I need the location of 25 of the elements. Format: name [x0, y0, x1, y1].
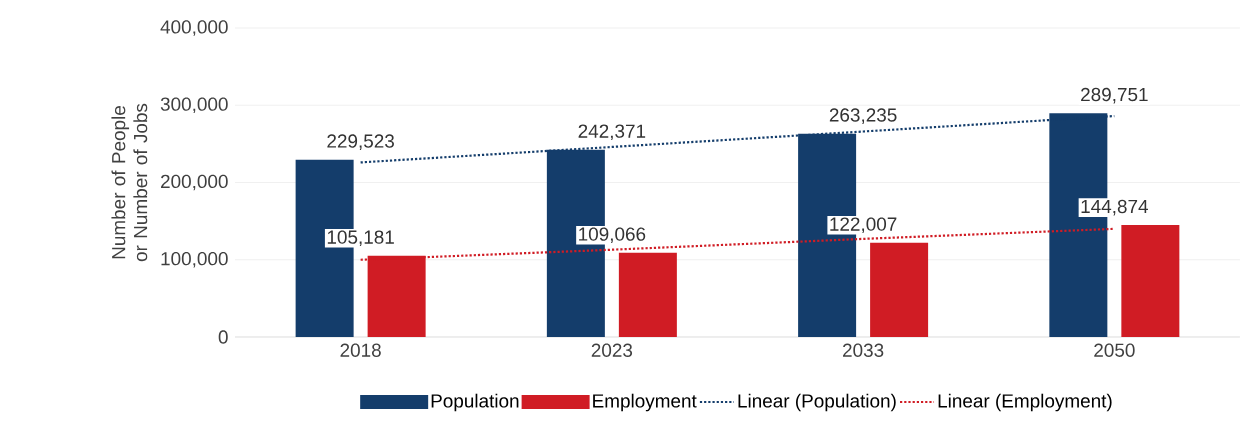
y-axis-title: Number of People or Number of Jobs [111, 103, 148, 262]
x-tick-label: 2018 [340, 343, 381, 357]
legend-label: Linear (Employment) [938, 393, 1112, 412]
data-label: 122,007 [830, 217, 897, 234]
x-tick-label: 2033 [843, 343, 884, 357]
data-label: 229,523 [327, 134, 394, 150]
bar [1121, 225, 1180, 337]
legend-label: Employment [593, 393, 697, 412]
data-label: 289,751 [1081, 87, 1148, 104]
data-label: 144,874 [1081, 199, 1148, 216]
y-tick-label: 300,000 [160, 97, 228, 114]
legend-label: Population [431, 393, 519, 412]
y-tick-label: 400,000 [160, 20, 228, 36]
x-tick-label: 2023 [591, 343, 633, 357]
data-label: 105,181 [327, 230, 394, 247]
bar [618, 252, 677, 337]
bar [870, 242, 929, 337]
y-tick-label: 100,000 [161, 251, 228, 268]
y-tick-label: 200,000 [161, 174, 228, 191]
legend-label: Linear (Population) [738, 393, 896, 412]
data-label: 242,371 [578, 124, 646, 141]
data-label: 263,235 [829, 108, 897, 124]
y-tick-label: 0 [218, 330, 228, 344]
data-label: 109,066 [579, 227, 646, 244]
x-tick-label: 2050 [1094, 343, 1135, 357]
